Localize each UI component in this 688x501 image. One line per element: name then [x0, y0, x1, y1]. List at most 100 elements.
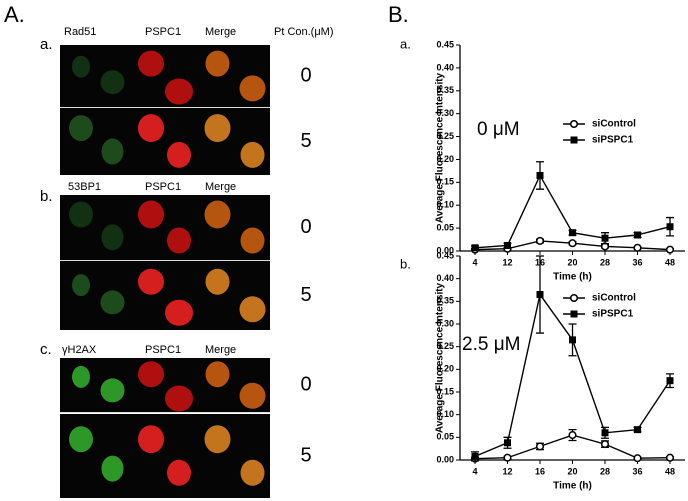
marker	[535, 442, 545, 451]
x-tick-label: 12	[502, 466, 512, 476]
micrograph	[60, 195, 270, 260]
nucleus	[69, 426, 93, 453]
nucleus	[205, 50, 230, 77]
nucleus	[100, 70, 125, 95]
marker	[536, 291, 544, 299]
nucleus	[72, 55, 90, 78]
marker	[601, 234, 609, 242]
nucleus	[69, 115, 93, 142]
y-tick-label: 0.30	[436, 318, 454, 328]
nucleus	[69, 201, 93, 228]
concentration-value: 0	[300, 216, 311, 238]
channel-label: PSPC1	[145, 181, 181, 193]
subpanel-label: c.	[40, 341, 52, 358]
channel-label: 53BP1	[68, 181, 101, 193]
channel-label: PSPC1	[145, 344, 181, 356]
micrograph	[60, 108, 270, 175]
marker	[503, 453, 512, 462]
marker	[665, 245, 675, 254]
nucleus	[101, 224, 124, 251]
marker	[601, 429, 609, 437]
nucleus	[165, 299, 193, 326]
marker	[569, 293, 579, 303]
marker	[568, 239, 577, 248]
y-tick-label: 0.45	[436, 39, 454, 49]
marker	[536, 171, 544, 179]
nucleus	[204, 200, 231, 229]
marker	[535, 236, 545, 245]
nucleus	[239, 75, 266, 102]
nucleus	[240, 227, 265, 254]
nucleus	[72, 365, 90, 388]
marker	[633, 454, 642, 463]
marker	[634, 231, 641, 239]
concentration-value: 5	[300, 284, 311, 306]
x-tick-label: 20	[567, 466, 577, 476]
concentration-value: 0	[300, 373, 311, 395]
nucleus	[239, 382, 266, 409]
legend-label: siPSPC1	[592, 135, 634, 146]
nucleus	[240, 459, 265, 486]
y-tick-label: 0.15	[436, 386, 454, 396]
y-tick-label: 0.10	[436, 200, 454, 210]
channel-label: Merge	[205, 181, 236, 193]
nucleus	[204, 114, 231, 143]
y-tick-label: 0.05	[436, 432, 454, 442]
marker	[569, 336, 576, 344]
x-tick-label: 36	[632, 466, 642, 476]
subpanel-label: b.	[400, 256, 411, 271]
y-tick-label: 0.25	[436, 341, 454, 351]
legend-label: siControl	[592, 119, 636, 130]
nucleus	[165, 78, 193, 105]
x-tick-label: 48	[665, 257, 675, 267]
marker	[634, 426, 641, 434]
y-tick-label: 0.35	[436, 85, 454, 95]
nucleus	[72, 274, 90, 297]
nucleus	[100, 378, 125, 403]
concentration-value: 5	[300, 130, 311, 152]
x-axis-title: Time (h)	[553, 481, 592, 492]
nucleus	[101, 455, 124, 482]
nucleus	[239, 296, 266, 323]
legend-label: siControl	[592, 293, 636, 304]
micrograph	[60, 45, 270, 107]
legend-label: siPSPC1	[592, 309, 634, 320]
nucleus	[100, 290, 125, 315]
micrograph	[60, 414, 270, 498]
marker	[570, 136, 578, 144]
concentration-value: 0	[300, 64, 311, 86]
nucleus	[205, 268, 230, 295]
marker	[569, 229, 576, 237]
marker	[504, 439, 511, 447]
channel-label: Merge	[205, 26, 236, 38]
annotation: 0 μM	[477, 119, 520, 140]
x-tick-label: 20	[567, 257, 577, 267]
nucleus	[167, 141, 191, 168]
panel-label: B.	[388, 2, 409, 27]
y-tick-label: 0.20	[436, 154, 454, 164]
y-tick-label: 0.20	[436, 364, 454, 374]
channel-label: PSPC1	[145, 26, 181, 38]
nucleus	[138, 200, 164, 229]
y-tick-label: 0.40	[436, 273, 454, 283]
marker	[471, 452, 479, 460]
y-tick-label: 0.40	[436, 62, 454, 72]
y-axis-title: Average Fluorescence Intensity	[435, 72, 446, 223]
marker	[471, 244, 479, 252]
y-axis-title: Average Fluorescence Intensity	[435, 282, 446, 433]
micrograph	[60, 261, 270, 330]
nucleus	[240, 141, 265, 168]
y-tick-label: 0.15	[436, 177, 454, 187]
subpanel-label: a.	[400, 36, 411, 51]
x-tick-label: 4	[472, 466, 477, 476]
nucleus	[138, 268, 164, 295]
nucleus	[138, 50, 164, 77]
marker	[666, 223, 674, 231]
nucleus	[205, 361, 230, 388]
annotation: 2.5 μM	[462, 334, 520, 355]
x-axis-title: Time (h)	[553, 272, 592, 283]
nucleus	[138, 425, 164, 454]
nucleus	[204, 425, 231, 454]
x-tick-label: 4	[472, 257, 477, 267]
